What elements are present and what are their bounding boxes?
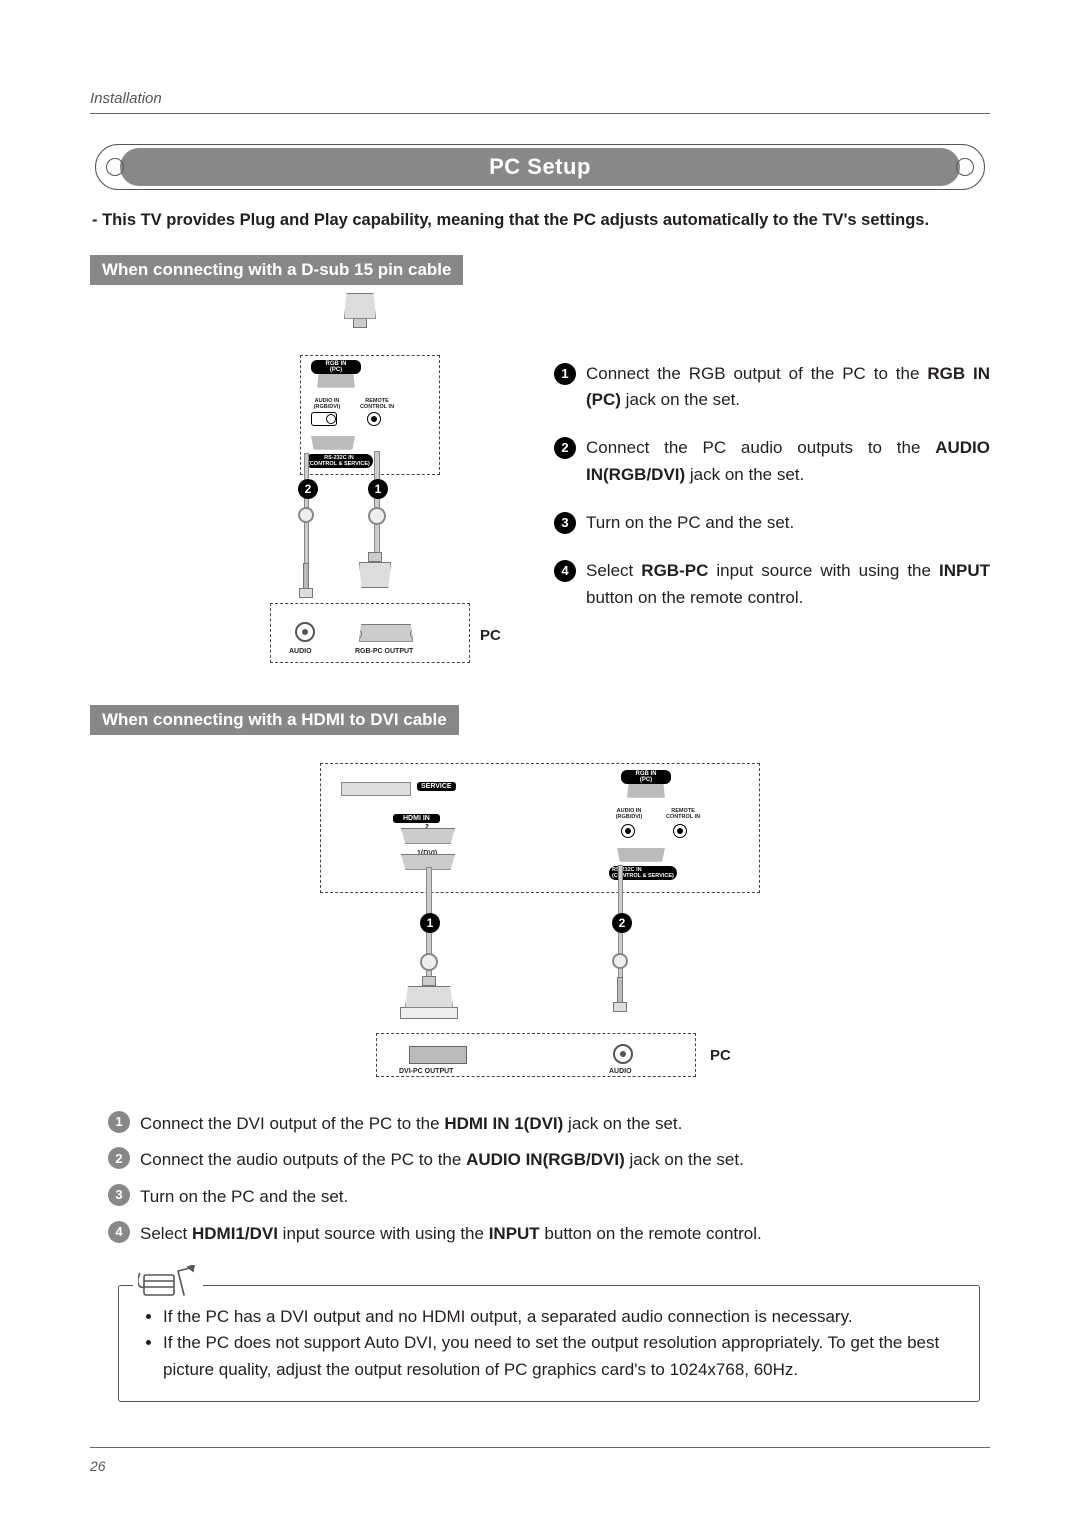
pc-audio-label: AUDIO bbox=[609, 1068, 632, 1075]
cable-marker-2: 2 bbox=[298, 479, 318, 499]
port-label-audio-in: AUDIO IN(RGB/DVI) bbox=[607, 808, 651, 820]
step-item: 3 Turn on the PC and the set. bbox=[108, 1182, 990, 1213]
intro-text: - This TV provides Plug and Play capabil… bbox=[92, 208, 988, 233]
diagram-dsub: RGB IN(PC) AUDIO IN(RGB/DVI) REMOTECONTR… bbox=[190, 293, 530, 683]
step-number-icon: 4 bbox=[108, 1221, 130, 1243]
rule-top bbox=[90, 113, 990, 114]
section-label: Installation bbox=[90, 90, 990, 113]
pc-back-panel: AUDIO RGB-PC OUTPUT bbox=[270, 603, 470, 663]
steps-hdmi-dvi: 1 Connect the DVI output of the PC to th… bbox=[108, 1109, 990, 1249]
rule-bottom bbox=[90, 1447, 990, 1448]
step-item: 1 Connect the RGB output of the PC to th… bbox=[554, 361, 990, 414]
diagram-hdmi-dvi: SERVICE HDMI IN 2 1(DVI) RGB IN(PC) AUDI… bbox=[280, 753, 800, 1083]
pc-label: PC bbox=[710, 1047, 731, 1064]
note-box: If the PC has a DVI output and no HDMI o… bbox=[118, 1285, 980, 1402]
step-number-icon: 3 bbox=[108, 1184, 130, 1206]
port-label-remote: REMOTECONTROL IN bbox=[661, 808, 705, 820]
pc-label: PC bbox=[480, 627, 501, 644]
step-item: 4 Select RGB-PC input source with using … bbox=[554, 558, 990, 611]
page-title: PC Setup bbox=[120, 148, 960, 186]
port-label-rgb-in: RGB IN(PC) bbox=[621, 770, 671, 784]
tv-back-panel: SERVICE HDMI IN 2 1(DVI) RGB IN(PC) AUDI… bbox=[320, 763, 760, 893]
step-number-icon: 1 bbox=[108, 1111, 130, 1133]
cable-marker-1: 1 bbox=[420, 913, 440, 933]
step-number-icon: 1 bbox=[554, 363, 576, 385]
step-item: 1 Connect the DVI output of the PC to th… bbox=[108, 1109, 990, 1140]
step-item: 2 Connect the PC audio outputs to the AU… bbox=[554, 435, 990, 488]
steps-dsub: 1 Connect the RGB output of the PC to th… bbox=[554, 293, 990, 633]
port-label-rs232: RS-232C IN(CONTROL & SERVICE) bbox=[305, 454, 373, 468]
step-number-icon: 2 bbox=[554, 437, 576, 459]
step-item: 3 Turn on the PC and the set. bbox=[554, 510, 990, 536]
pc-audio-label: AUDIO bbox=[289, 648, 312, 655]
note-item: If the PC does not support Auto DVI, you… bbox=[163, 1330, 963, 1383]
pc-rgb-out-label: RGB-PC OUTPUT bbox=[355, 648, 413, 655]
subheading-hdmi-dvi: When connecting with a HDMI to DVI cable bbox=[90, 705, 459, 735]
step-item: 4 Select HDMI1/DVI input source with usi… bbox=[108, 1219, 990, 1250]
cable-marker-1: 1 bbox=[368, 479, 388, 499]
port-label-service: SERVICE bbox=[417, 782, 456, 791]
port-label-hdmi-in: HDMI IN bbox=[393, 814, 440, 823]
port-label-rgb-in: RGB IN(PC) bbox=[311, 360, 361, 374]
pc-back-panel: DVI-PC OUTPUT AUDIO bbox=[376, 1033, 696, 1077]
port-label-audio-in: AUDIO IN(RGB/DVI) bbox=[307, 398, 347, 410]
step-item: 2 Connect the audio outputs of the PC to… bbox=[108, 1145, 990, 1176]
page-number: 26 bbox=[90, 1458, 106, 1474]
note-icon bbox=[133, 1264, 203, 1300]
cable-marker-2: 2 bbox=[612, 913, 632, 933]
subheading-dsub: When connecting with a D-sub 15 pin cabl… bbox=[90, 255, 463, 285]
tv-back-panel: RGB IN(PC) AUDIO IN(RGB/DVI) REMOTECONTR… bbox=[300, 355, 440, 475]
pc-dvi-out-label: DVI-PC OUTPUT bbox=[399, 1068, 453, 1075]
page-title-pill: PC Setup bbox=[95, 144, 985, 190]
step-number-icon: 3 bbox=[554, 512, 576, 534]
port-label-remote: REMOTECONTROL IN bbox=[357, 398, 397, 410]
step-number-icon: 2 bbox=[108, 1147, 130, 1169]
step-number-icon: 4 bbox=[554, 560, 576, 582]
note-item: If the PC has a DVI output and no HDMI o… bbox=[163, 1304, 963, 1330]
